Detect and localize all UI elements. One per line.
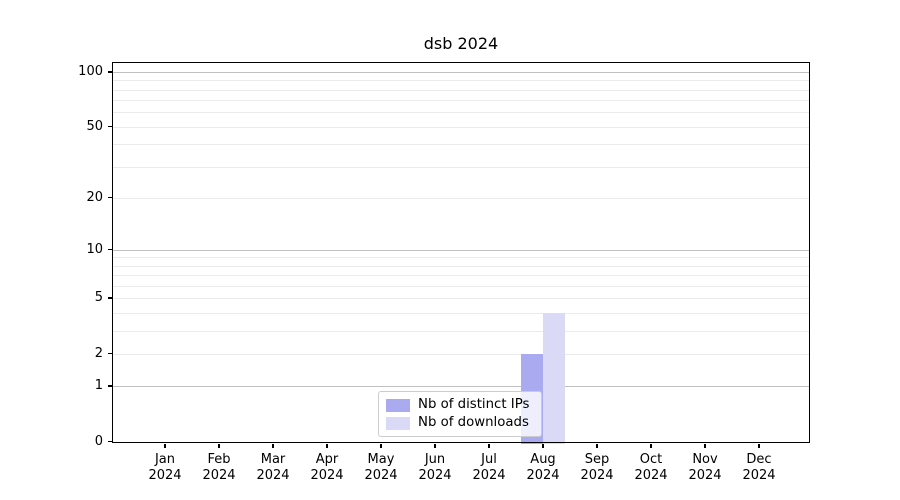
y-tick-label: 100	[78, 63, 103, 79]
x-tick-label: Apr 2024	[296, 452, 358, 483]
gridline-minor	[112, 330, 810, 332]
gridline-minor	[112, 197, 810, 199]
gridline-minor	[112, 312, 810, 314]
y-tick-mark	[108, 297, 112, 299]
legend: Nb of distinct IPs Nb of downloads	[378, 391, 542, 437]
gridline-minor	[112, 100, 810, 102]
x-tick-mark	[596, 444, 598, 448]
x-tick-mark	[326, 444, 328, 448]
x-tick-year: 2024	[472, 467, 506, 483]
legend-label-distinct-ips: Nb of distinct IPs	[418, 397, 530, 412]
y-tick-mark	[108, 71, 112, 73]
y-tick-label: 5	[94, 290, 103, 306]
gridline-minor	[112, 126, 810, 128]
gridline-minor	[112, 80, 810, 82]
legend-label-downloads: Nb of downloads	[418, 415, 529, 430]
y-tick-label: 0	[94, 433, 103, 449]
x-tick-year: 2024	[364, 467, 398, 483]
y-tick-mark	[108, 126, 112, 128]
gridline-minor	[112, 265, 810, 267]
y-tick-label: 20	[86, 189, 103, 205]
x-tick-mark	[164, 444, 166, 448]
x-tick-year: 2024	[688, 467, 722, 483]
legend-swatch-downloads	[386, 416, 410, 430]
x-tick-mark	[488, 444, 490, 448]
y-tick-mark	[108, 385, 112, 387]
chart-title: dsb 2024	[423, 34, 499, 53]
y-tick-label: 1	[94, 378, 103, 393]
legend-row-distinct-ips: Nb of distinct IPs	[386, 398, 541, 412]
gridline-minor	[112, 112, 810, 114]
x-tick-year: 2024	[742, 467, 776, 483]
gridline-minor	[112, 144, 810, 146]
bar-downloads	[543, 312, 565, 444]
x-tick-year: 2024	[634, 467, 668, 483]
y-tick-mark	[108, 440, 112, 443]
x-tick-year: 2024	[310, 467, 344, 483]
x-tick-year: 2024	[256, 467, 290, 483]
x-tick-mark	[272, 444, 274, 448]
y-tick-mark	[108, 197, 112, 199]
x-tick-year: 2024	[202, 467, 236, 483]
legend-row-downloads: Nb of downloads	[386, 416, 541, 430]
y-tick-mark	[108, 248, 112, 251]
gridline-major	[112, 386, 810, 387]
gridline-major	[112, 71, 810, 73]
x-tick-mark	[704, 444, 706, 448]
x-tick-label: Dec 2024	[728, 452, 790, 483]
x-tick-mark	[758, 444, 760, 448]
plot-area	[112, 63, 810, 444]
y-tick-mark	[108, 352, 112, 355]
x-tick-label: Sep 2024	[566, 452, 628, 483]
x-tick-year: 2024	[148, 467, 182, 483]
x-tick-year: 2024	[418, 467, 452, 483]
gridline-minor	[112, 298, 810, 300]
gridline-major	[112, 249, 810, 251]
y-tick-label: 10	[86, 241, 103, 257]
x-tick-label: Feb 2024	[188, 452, 250, 483]
gridline-minor	[112, 285, 810, 287]
x-tick-label: May 2024	[350, 452, 412, 483]
x-tick-label: Mar 2024	[242, 452, 304, 483]
y-tick-label: 2	[94, 345, 103, 361]
gridline-minor	[112, 89, 810, 91]
x-tick-year: 2024	[526, 467, 560, 483]
x-tick-label: Nov 2024	[674, 452, 736, 483]
x-tick-label: Oct 2024	[620, 452, 682, 483]
x-tick-mark	[542, 444, 544, 448]
y-tick-label: 50	[86, 118, 103, 134]
gridline-minor	[112, 275, 810, 276]
gridline-minor	[112, 353, 810, 355]
x-tick-year: 2024	[580, 467, 614, 483]
x-tick-label: Jan 2024	[134, 452, 196, 483]
x-tick-mark	[380, 444, 382, 448]
gridline-minor	[112, 166, 810, 168]
x-tick-mark	[218, 444, 220, 448]
gridline-minor	[112, 257, 810, 259]
x-tick-label: Aug 2024	[512, 452, 574, 483]
x-tick-label: Jun 2024	[404, 452, 466, 483]
x-tick-mark	[650, 444, 652, 448]
legend-swatch-distinct-ips	[386, 398, 410, 412]
x-tick-mark	[434, 444, 436, 448]
x-tick-label: Jul 2024	[458, 452, 520, 483]
